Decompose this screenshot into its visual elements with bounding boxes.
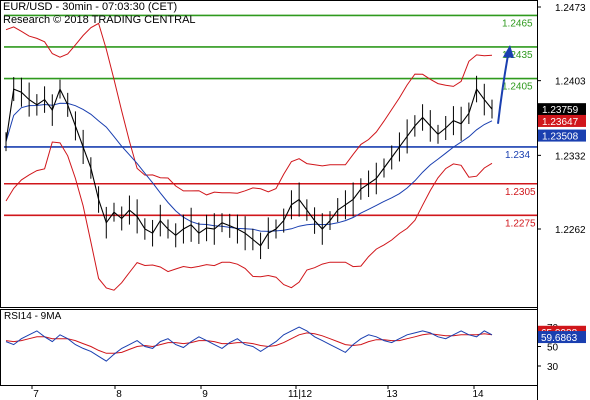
bollinger-upper-line	[5, 22, 493, 196]
x-tick-label: 7	[33, 389, 39, 400]
rsi-line	[5, 326, 493, 362]
level-label-bg	[500, 48, 534, 60]
level-label-bg	[503, 185, 537, 197]
level-label: 1.2275	[505, 218, 536, 229]
x-tick-label: 14	[472, 389, 484, 400]
forecast-arrow-head	[503, 44, 514, 58]
price-label-text: 1.23647	[542, 117, 579, 128]
level-label: 1.2465	[502, 18, 533, 29]
x-tick-label: 11|12	[288, 389, 313, 400]
y-tick-label: 1.2262	[555, 225, 586, 236]
moving-average-line	[5, 102, 493, 232]
price-label-text: 1.23508	[542, 132, 579, 143]
level-label-bg	[503, 148, 537, 160]
x-tick-label: 9	[202, 389, 208, 400]
level-label: 1.234	[505, 150, 530, 161]
price-label-box	[538, 114, 586, 127]
rsi-value-box	[538, 331, 586, 344]
rsi-y-tick-label: 30	[547, 362, 559, 373]
level-label: 1.2405	[502, 82, 533, 93]
level-label: 1.2305	[505, 187, 536, 198]
x-tick-label: 8	[116, 389, 122, 400]
rsi-y-tick-label: 50	[547, 343, 559, 354]
chart-title: EUR/USD - 30min - 07:03:30 (CET)	[3, 1, 178, 13]
level-label-bg	[500, 17, 534, 29]
price-label-text: 1.23759	[542, 105, 579, 116]
price-label-box	[538, 129, 586, 142]
bollinger-lower-line	[5, 141, 493, 291]
y-tick-label: 1.2332	[555, 151, 586, 162]
rsi-ma-line	[5, 332, 493, 354]
copyright-text: Research © 2018 TRADING CENTRAL	[3, 14, 196, 26]
level-label: 1.2435	[502, 50, 533, 61]
y-tick-label: 1.2473	[555, 3, 586, 14]
rsi-value-text: 59.6863	[541, 333, 578, 344]
price-label-box	[538, 103, 586, 116]
level-label-bg	[500, 80, 534, 92]
level-label-bg	[503, 217, 537, 229]
y-tick-label: 1.2403	[555, 77, 586, 88]
rsi-panel-title: RSI14 - 9MA	[4, 311, 62, 322]
forecast-arrow-line	[497, 54, 509, 124]
x-tick-label: 13	[386, 389, 398, 400]
price-line	[5, 87, 493, 247]
